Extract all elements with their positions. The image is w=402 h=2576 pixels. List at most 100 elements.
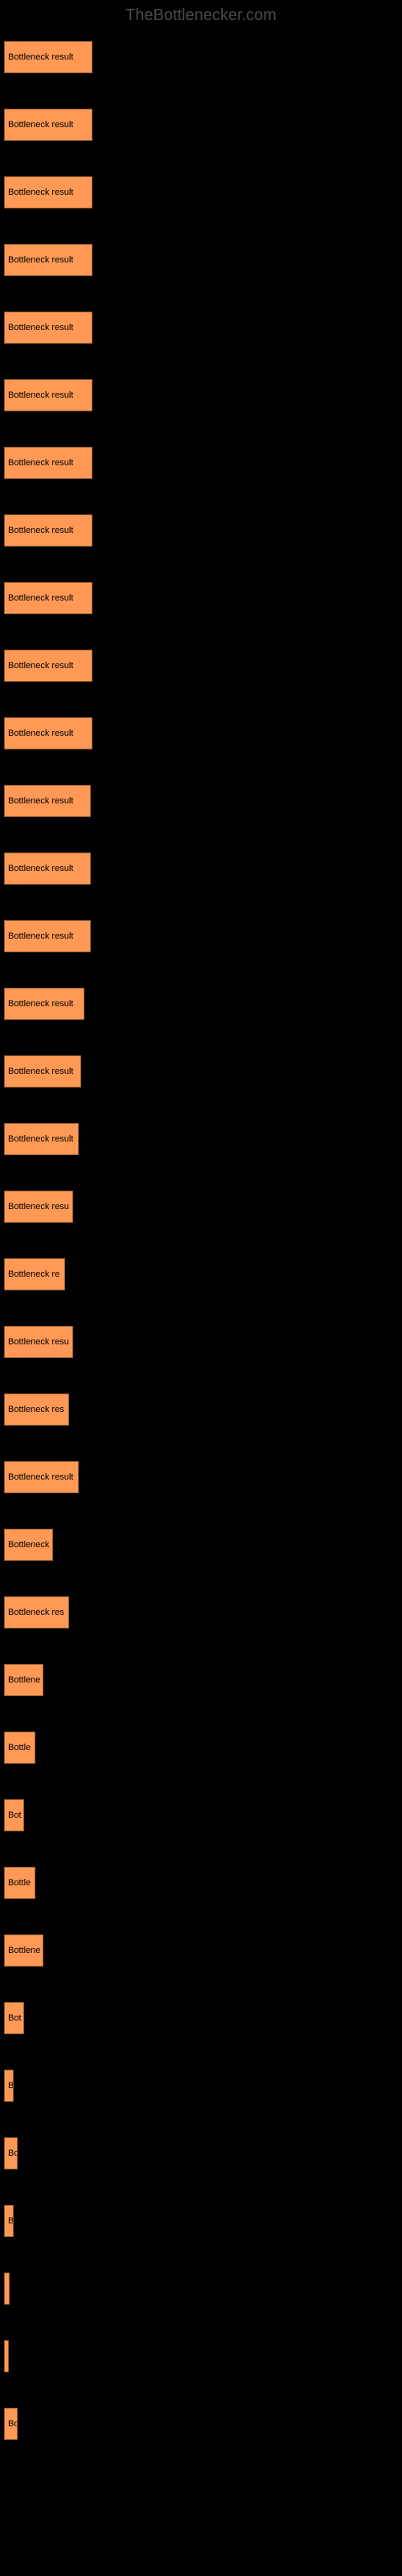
bar-label: Bottleneck result (8, 255, 73, 265)
bar-row: Bottleneck result (4, 31, 398, 73)
bar-row: Bottleneck result (4, 437, 398, 479)
bar: Bot (4, 1799, 24, 1831)
bar-row: Bottleneck result (4, 978, 398, 1020)
bar-label: Bottleneck result (8, 796, 73, 806)
bar: Bottleneck result (4, 785, 91, 817)
bar-label: Bottleneck result (8, 120, 73, 130)
bar: Bottleneck result (4, 988, 84, 1020)
bar-label: Bottleneck result (8, 593, 73, 603)
bar-row: Bot (4, 1790, 398, 1831)
watermark-text: TheBottlenecker.com (0, 0, 402, 31)
bar: B (4, 2205, 14, 2237)
bar-row: Bottleneck re (4, 1249, 398, 1290)
bar-label: Bottleneck result (8, 864, 73, 873)
bar: Bottleneck (4, 1529, 53, 1561)
bar: Bottleneck result (4, 1461, 79, 1493)
bar: Bottlene (4, 1934, 43, 1967)
bar-label: Bottleneck result (8, 52, 73, 62)
bar: Bottleneck result (4, 920, 91, 952)
bar: Bottleneck result (4, 1055, 81, 1088)
bar-row: Bottleneck result (4, 910, 398, 952)
bar: Bottleneck result (4, 582, 92, 614)
bar-row: Bottleneck result (4, 640, 398, 682)
bar: B (4, 2070, 14, 2102)
bar-row: Bottleneck result (4, 302, 398, 344)
bar-label: Bottleneck result (8, 323, 73, 332)
bar-row: Bottleneck result (4, 167, 398, 208)
bar: Bottle (4, 1732, 35, 1764)
bar-label: Bottleneck res (8, 1405, 64, 1414)
bar-label: Bottleneck result (8, 1067, 73, 1076)
bar-row (4, 2330, 398, 2372)
bar: Bottleneck result (4, 1123, 79, 1155)
bar-row: Bo (4, 2398, 398, 2440)
bar: Bottleneck result (4, 447, 92, 479)
bar-label: Bottleneck re (8, 1269, 59, 1279)
bar-label: Bottleneck result (8, 729, 73, 738)
bar-label: Bottleneck result (8, 188, 73, 197)
bar-label: Bo (8, 2419, 17, 2429)
bar-label: Bottleneck resu (8, 1202, 69, 1212)
bar-row: Bottle (4, 1722, 398, 1764)
bar-label: Bottle (8, 1743, 31, 1752)
bar: Bottleneck res (4, 1596, 69, 1629)
bar-row: Bottleneck result (4, 572, 398, 614)
bar: Bottleneck result (4, 852, 91, 885)
bar-row: Bottleneck result (4, 1046, 398, 1088)
bar-row: Bottleneck resu (4, 1316, 398, 1358)
bar: Bottleneck result (4, 176, 92, 208)
bar-label: Bottleneck result (8, 661, 73, 671)
bar: Bottleneck result (4, 379, 92, 411)
bar-label: Bottle (8, 1878, 31, 1888)
bar-label: Bottlene (8, 1946, 40, 1955)
bar: Bottleneck result (4, 109, 92, 141)
bar (4, 2273, 10, 2305)
bar: Bottleneck result (4, 717, 92, 749)
bar-row: Bottleneck res (4, 1587, 398, 1629)
bar: Bo (4, 2137, 18, 2169)
bar-label: Bottleneck resu (8, 1337, 69, 1347)
bar: Bottle (4, 1867, 35, 1899)
bar-label: Bottleneck result (8, 390, 73, 400)
bar-row: Bottleneck result (4, 369, 398, 411)
bar-label: Bottleneck result (8, 999, 73, 1009)
bar-row: Bottleneck result (4, 708, 398, 749)
bar-row: Bottleneck result (4, 775, 398, 817)
bar-row: Bottlene (4, 1925, 398, 1967)
bar-label: Bottleneck result (8, 1134, 73, 1144)
bar-row: Bot (4, 1992, 398, 2034)
bar-label: Bot (8, 2013, 22, 2023)
bar-label: B (8, 2216, 13, 2226)
bar-label: B (8, 2081, 13, 2091)
bar-row (4, 2263, 398, 2305)
bar: Bottleneck resu (4, 1191, 73, 1223)
bar: Bottleneck resu (4, 1326, 73, 1358)
bar-label: Bottleneck (8, 1540, 49, 1550)
bar-row: Bottleneck (4, 1519, 398, 1561)
bar-row: Bottleneck result (4, 99, 398, 141)
bar-chart: Bottleneck result Bottleneck result Bottle… (0, 31, 402, 2440)
bar-row: Bottleneck result (4, 505, 398, 547)
bar-label: Bottleneck result (8, 458, 73, 468)
bar-row: Bo (4, 2128, 398, 2169)
bar-row: Bottleneck result (4, 843, 398, 885)
bar-label: Bottleneck result (8, 931, 73, 941)
bar: Bottleneck re (4, 1258, 65, 1290)
bar-row: B (4, 2060, 398, 2102)
bar-label: Bottlene (8, 1675, 40, 1685)
bar (4, 2340, 9, 2372)
bar-label: Bot (8, 1810, 22, 1820)
bar-label: Bottleneck result (8, 1472, 73, 1482)
bar: Bottleneck result (4, 650, 92, 682)
bar: Bo (4, 2408, 18, 2440)
bar-row: Bottleneck res (4, 1384, 398, 1426)
bar-row: Bottleneck resu (4, 1181, 398, 1223)
bar: Bottleneck result (4, 312, 92, 344)
bar-row: B (4, 2195, 398, 2237)
bar-row: Bottleneck result (4, 1113, 398, 1155)
bar: Bottleneck result (4, 41, 92, 73)
bar-row: Bottle (4, 1857, 398, 1899)
bar-row: Bottlene (4, 1654, 398, 1696)
bar-label: Bo (8, 2149, 17, 2158)
bar-row: Bottleneck result (4, 1451, 398, 1493)
